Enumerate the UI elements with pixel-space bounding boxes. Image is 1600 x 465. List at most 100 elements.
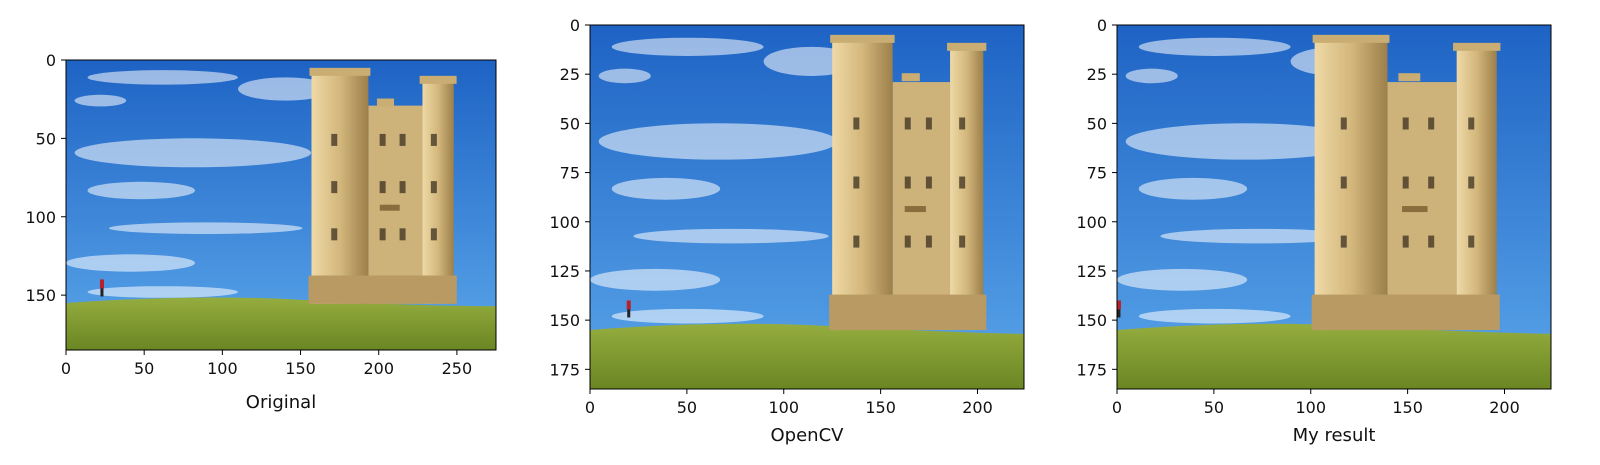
window <box>853 235 860 248</box>
y-tick-label: 0 <box>570 16 580 35</box>
x-tick-label: 150 <box>865 398 896 417</box>
tower <box>308 67 457 304</box>
window <box>399 181 406 194</box>
cloud <box>74 138 312 168</box>
window <box>853 176 860 189</box>
cloud <box>611 177 721 200</box>
grass <box>1117 323 1551 389</box>
x-tick-label: 0 <box>61 359 71 378</box>
person-legs <box>627 309 631 318</box>
cloud <box>1138 37 1291 56</box>
balcony <box>1402 206 1428 213</box>
person <box>626 300 631 310</box>
window <box>904 176 911 189</box>
window <box>1428 235 1435 248</box>
x-axis-label: OpenCV <box>771 425 845 446</box>
turret-left <box>311 71 369 304</box>
y-tick-label: 150 <box>1076 311 1107 330</box>
y-tick-label: 25 <box>1087 65 1107 84</box>
window <box>399 133 406 146</box>
window <box>399 228 406 241</box>
x-tick-label: 100 <box>207 359 238 378</box>
person-legs <box>100 288 104 297</box>
x-tick-label: 150 <box>285 359 316 378</box>
y-tick-label: 150 <box>549 311 580 330</box>
x-tick-label: 250 <box>442 359 473 378</box>
battlement-left <box>309 67 371 76</box>
photo-original <box>66 60 496 350</box>
grass <box>590 323 1024 389</box>
window <box>925 235 932 248</box>
y-tick-label: 0 <box>46 51 56 70</box>
window <box>379 228 386 241</box>
y-tick-label: 75 <box>1087 164 1107 183</box>
x-tick-label: 100 <box>768 398 799 417</box>
y-tick-label: 50 <box>1087 114 1107 133</box>
window <box>1468 235 1475 248</box>
x-tick-label: 50 <box>134 359 154 378</box>
y-tick-label: 150 <box>25 286 56 305</box>
window <box>1340 235 1347 248</box>
window <box>331 228 338 241</box>
y-tick-label: 0 <box>1097 16 1107 35</box>
y-tick-label: 50 <box>560 114 580 133</box>
window <box>379 181 386 194</box>
cloud <box>1138 177 1248 200</box>
window <box>1340 117 1347 130</box>
window <box>904 117 911 130</box>
y-tick-label: 100 <box>1076 213 1107 232</box>
window <box>1340 176 1347 189</box>
window <box>1402 235 1409 248</box>
person <box>99 279 104 289</box>
turret-right <box>422 79 454 304</box>
window <box>925 117 932 130</box>
tower-base <box>308 275 457 304</box>
window <box>430 228 437 241</box>
cloud <box>611 308 764 324</box>
window <box>331 181 338 194</box>
cloud <box>1125 123 1365 160</box>
turret-right <box>950 46 984 331</box>
battlement-right <box>947 42 987 51</box>
cloud <box>1117 268 1248 291</box>
tower <box>829 34 987 331</box>
window <box>331 133 338 146</box>
y-tick-label: 75 <box>560 164 580 183</box>
axes-frame <box>65 59 497 351</box>
turret-right <box>1456 46 1497 331</box>
cloud <box>109 222 303 234</box>
x-tick-label: 150 <box>1392 398 1423 417</box>
y-tick-label: 50 <box>36 129 56 148</box>
cloud <box>237 77 333 101</box>
battlement-middle <box>1398 73 1421 82</box>
y-tick-label: 125 <box>549 262 580 281</box>
cloud <box>1160 228 1356 244</box>
window <box>1428 176 1435 189</box>
x-tick-label: 50 <box>1204 398 1224 417</box>
tower <box>1311 34 1501 331</box>
y-tick-label: 175 <box>549 360 580 379</box>
cloud <box>1138 308 1291 324</box>
y-tick-label: 100 <box>549 213 580 232</box>
x-tick-label: 200 <box>1489 398 1520 417</box>
cloud <box>598 68 651 84</box>
cloud <box>66 254 195 272</box>
cloud <box>74 94 127 107</box>
cloud <box>598 123 838 160</box>
window <box>1468 176 1475 189</box>
battlement-right <box>419 75 457 84</box>
axes-frame <box>589 24 1025 390</box>
grass <box>66 297 496 350</box>
window <box>959 176 966 189</box>
x-axis-label: My result <box>1293 425 1376 446</box>
person <box>1117 300 1121 310</box>
battlement-right <box>1453 42 1501 51</box>
window <box>904 235 911 248</box>
window <box>853 117 860 130</box>
y-tick-label: 100 <box>25 208 56 227</box>
x-tick-label: 200 <box>962 398 993 417</box>
person-legs <box>1117 309 1121 318</box>
axes-frame <box>1116 24 1552 390</box>
tower-base <box>829 294 987 331</box>
